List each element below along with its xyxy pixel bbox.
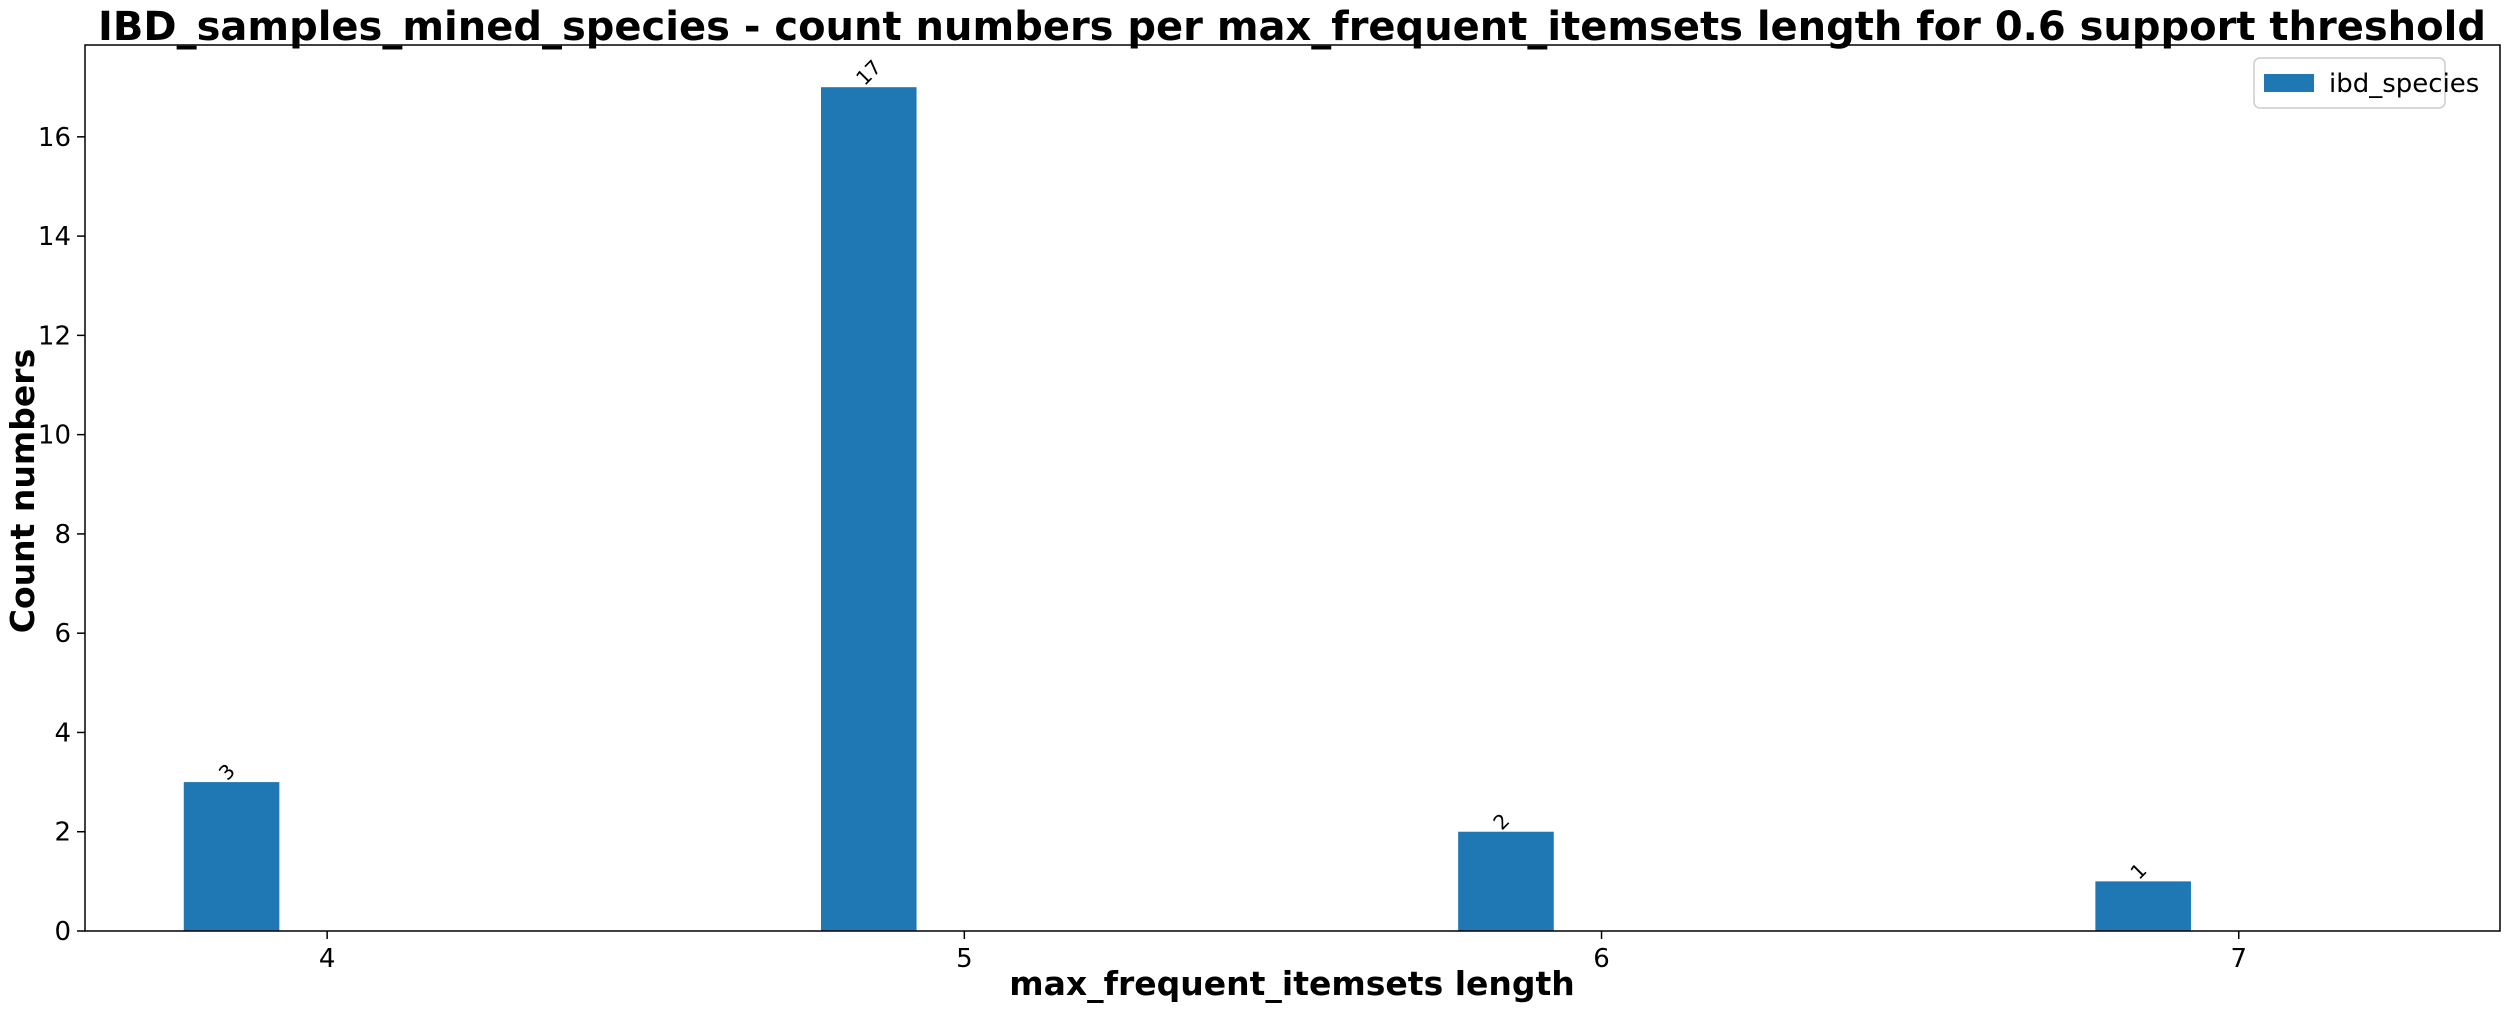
bar-1-1: [183, 782, 280, 931]
y-tick-label: 2: [54, 818, 71, 848]
x-axis: 4 5 6 7: [319, 931, 2247, 974]
y-tick-label: 8: [54, 520, 71, 550]
y-tick-label: 10: [38, 421, 71, 451]
legend: ibd_species: [2253, 57, 2479, 109]
y-tick-label: 12: [38, 321, 71, 351]
x-tick-label: 7: [2230, 944, 2247, 974]
legend-entry-label: ibd_species: [2329, 69, 2479, 99]
legend-swatch: [2264, 74, 2314, 92]
x-tick-label: 6: [1593, 944, 1610, 974]
x-tick-label: 4: [319, 944, 336, 974]
y-tick-label: 14: [38, 222, 71, 252]
chart-title: IBD_samples_mined_species - count number…: [98, 4, 2486, 50]
x-axis-label: max_frequent_itemsets length: [1009, 964, 1575, 1003]
x-tick-label: 5: [956, 944, 973, 974]
bar-1-2: [820, 87, 917, 931]
bar-value-label: 17: [851, 55, 886, 90]
bar-value-label: 3: [214, 759, 240, 785]
y-tick-label: 6: [54, 619, 71, 649]
y-tick-label: 16: [38, 123, 71, 153]
bar-1-3: [1458, 831, 1554, 931]
bar-value-label: 2: [1488, 809, 1514, 835]
y-tick-label: 0: [54, 917, 71, 947]
plot-area: 3 17 2 1: [84, 44, 2501, 932]
y-tick-label: 4: [54, 718, 71, 748]
bar-value-label: 1: [2125, 858, 2151, 884]
y-axis-label: Count numbers: [3, 349, 42, 633]
y-axis: 0 2 4 6 8 10 12 14 16: [38, 123, 85, 947]
bar-1-4: [2095, 881, 2191, 931]
legend-frame: [2253, 57, 2446, 109]
plot-frame: [84, 44, 2501, 932]
